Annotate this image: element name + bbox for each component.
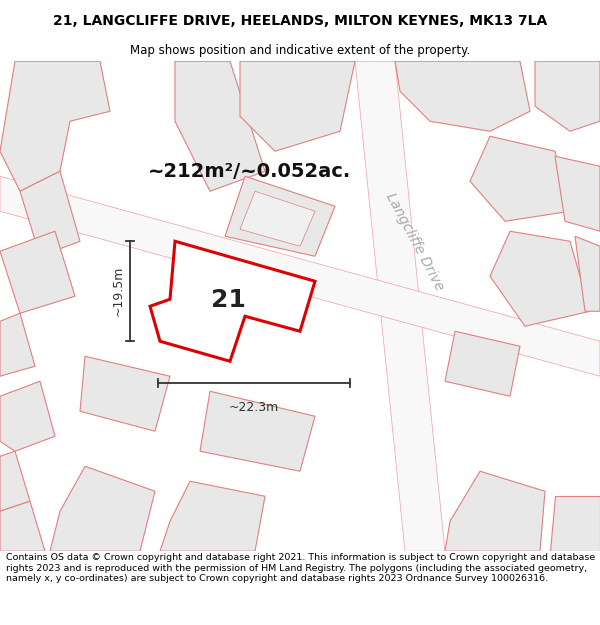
Polygon shape xyxy=(0,176,600,376)
Text: Langcliffe Drive: Langcliffe Drive xyxy=(383,190,447,292)
Polygon shape xyxy=(175,61,265,191)
Polygon shape xyxy=(150,241,315,361)
Polygon shape xyxy=(200,391,315,471)
Polygon shape xyxy=(395,61,530,131)
Polygon shape xyxy=(0,231,75,313)
Text: ~212m²/~0.052ac.: ~212m²/~0.052ac. xyxy=(148,162,352,181)
Polygon shape xyxy=(225,176,335,256)
Polygon shape xyxy=(355,61,445,551)
Text: 21, LANGCLIFFE DRIVE, HEELANDS, MILTON KEYNES, MK13 7LA: 21, LANGCLIFFE DRIVE, HEELANDS, MILTON K… xyxy=(53,14,547,28)
Polygon shape xyxy=(0,451,30,511)
Polygon shape xyxy=(550,496,600,551)
Polygon shape xyxy=(535,61,600,131)
Polygon shape xyxy=(445,331,520,396)
Polygon shape xyxy=(490,231,590,326)
Polygon shape xyxy=(240,191,315,246)
Polygon shape xyxy=(0,313,35,376)
Text: Map shows position and indicative extent of the property.: Map shows position and indicative extent… xyxy=(130,44,470,57)
Polygon shape xyxy=(445,471,545,551)
Polygon shape xyxy=(50,466,155,551)
Polygon shape xyxy=(20,171,80,256)
Polygon shape xyxy=(575,236,600,311)
Polygon shape xyxy=(555,156,600,231)
Polygon shape xyxy=(0,381,55,451)
Text: ~22.3m: ~22.3m xyxy=(229,401,279,414)
Text: ~19.5m: ~19.5m xyxy=(112,266,125,316)
Polygon shape xyxy=(0,61,110,191)
Polygon shape xyxy=(0,501,45,551)
Text: Contains OS data © Crown copyright and database right 2021. This information is : Contains OS data © Crown copyright and d… xyxy=(6,553,595,583)
Polygon shape xyxy=(470,136,570,221)
Polygon shape xyxy=(80,356,170,431)
Text: 21: 21 xyxy=(211,288,245,312)
Polygon shape xyxy=(240,61,355,151)
Polygon shape xyxy=(160,481,265,551)
